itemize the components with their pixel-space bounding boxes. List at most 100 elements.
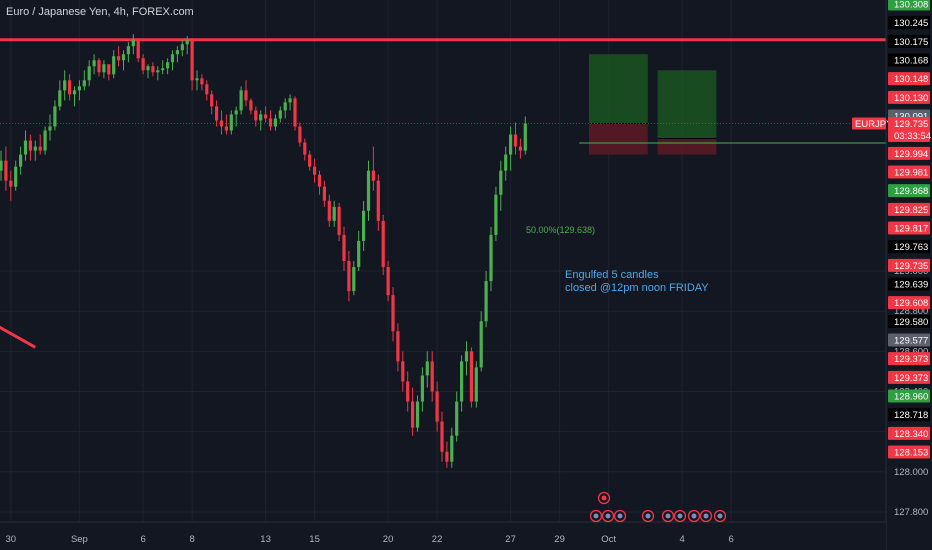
candle-body (332, 206, 336, 221)
trend-line (0, 325, 37, 349)
candle-body (4, 160, 8, 181)
candle-body (499, 170, 503, 195)
price-label-box (888, 0, 930, 11)
candle-body (362, 210, 366, 241)
price-label-box (888, 277, 930, 291)
candle-body (9, 180, 13, 187)
candle-body (435, 391, 439, 422)
candle-body (87, 66, 91, 81)
candle-body (455, 401, 459, 436)
candle-body (494, 194, 498, 235)
candle-body (33, 146, 37, 151)
candle-body (283, 102, 287, 111)
price-label-text: 128.718 (894, 410, 928, 421)
price-label-box (888, 72, 930, 86)
event-dot-icon (645, 513, 651, 519)
annotation-text: Engulfed 5 candles closed @12pm noon FRI… (565, 269, 709, 295)
candle-body (215, 106, 219, 121)
loss-zone-2 (657, 138, 717, 155)
price-label-box (888, 16, 930, 30)
countdown-label: 03:33:54 (894, 131, 931, 142)
candle-body (440, 421, 444, 452)
event-markers[interactable] (589, 491, 727, 523)
candle-body (146, 66, 150, 71)
candle-body (43, 130, 47, 151)
candle-body (469, 351, 473, 402)
price-tick-label: 127.800 (894, 507, 928, 518)
price-levels (0, 38, 886, 349)
price-label-box (888, 221, 930, 235)
trade-zones (589, 54, 717, 155)
price-label-box (888, 258, 930, 272)
candle-body (48, 126, 52, 131)
time-tick-label: 27 (505, 534, 516, 545)
candle-body (406, 381, 410, 402)
annotation-line-2: closed @12pm noon FRIDAY (565, 282, 709, 294)
candle-body (28, 140, 32, 151)
candle-body (337, 206, 341, 235)
candle-body (161, 68, 165, 71)
price-label-text: 129.373 (894, 373, 928, 384)
candle-body (23, 140, 28, 155)
candle-body (327, 200, 331, 221)
price-axis[interactable]: 129.000128.800128.600128.400128.200128.0… (852, 0, 932, 550)
fib-50-label: 50.00%(129.638) (526, 225, 596, 235)
price-label-text: 129.994 (894, 149, 928, 160)
price-label-text: 128.340 (894, 429, 928, 440)
price-label-box (888, 389, 930, 403)
candle-body (366, 170, 371, 211)
candle-body (313, 166, 317, 175)
candle-body (268, 118, 273, 127)
candle-body (425, 361, 429, 376)
candle-body (117, 56, 121, 61)
candle-body (376, 180, 380, 221)
price-label-text: 129.735 (894, 261, 928, 272)
profit-zone-1 (589, 54, 648, 124)
price-label-box (888, 314, 930, 328)
candle-body (303, 142, 307, 155)
event-dot-icon (605, 513, 611, 519)
price-label-text: 130.148 (894, 74, 928, 85)
candle-body (293, 98, 297, 127)
candle-body (518, 146, 522, 151)
price-label-text: 130.168 (894, 56, 928, 67)
time-tick-label: 22 (432, 534, 443, 545)
candle-body (58, 90, 62, 107)
price-label-box (888, 202, 930, 216)
price-label-text: 130.130 (894, 93, 928, 104)
time-axis[interactable]: 30 Sep 6 8 13 15 20 22 27 29 Oct 4 6 (0, 521, 886, 550)
price-label-box (888, 240, 930, 254)
price-label-text: 129.825 (894, 205, 928, 216)
time-tick-label: 29 (554, 534, 565, 545)
candle-body (210, 94, 214, 107)
candle-body (273, 118, 277, 127)
candle-body (523, 123, 527, 151)
candle-body (19, 154, 23, 167)
candle-body (0, 160, 3, 171)
candle-body (371, 170, 375, 181)
candle-body (288, 98, 292, 103)
price-label-text: 129.981 (894, 168, 928, 179)
price-tick-label: 128.000 (894, 467, 928, 478)
candles (0, 34, 527, 468)
price-tick-label: 128.800 (894, 306, 928, 317)
time-tick-label: 30 (6, 534, 17, 545)
candle-body (229, 114, 233, 131)
time-axis-bg (0, 522, 886, 550)
event-dot-icon (691, 513, 697, 519)
candle-body (450, 435, 454, 462)
event-dot-icon (617, 513, 623, 519)
event-dot-icon (677, 513, 683, 519)
candle-body (190, 40, 194, 81)
price-label-text: 128.960 (894, 392, 928, 403)
time-tick-label: 6 (140, 534, 145, 545)
loss-zone-1 (589, 123, 648, 155)
candle-body (72, 90, 77, 95)
candle-body (121, 54, 126, 61)
price-label-box (888, 352, 930, 366)
price-label-text: 130.245 (894, 18, 928, 29)
current-price-label: 129.735 (894, 119, 928, 130)
candle-body (430, 361, 434, 392)
candle-body (308, 154, 312, 167)
